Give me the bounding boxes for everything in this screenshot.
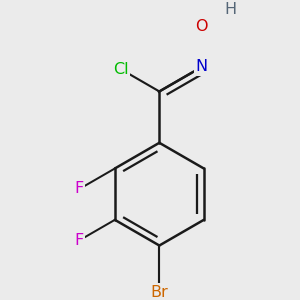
Text: H: H xyxy=(224,2,236,17)
Text: F: F xyxy=(75,233,84,248)
Text: Cl: Cl xyxy=(113,62,129,77)
Text: O: O xyxy=(196,19,208,34)
Text: Br: Br xyxy=(151,285,168,300)
Text: F: F xyxy=(75,182,84,196)
Text: N: N xyxy=(196,59,208,74)
